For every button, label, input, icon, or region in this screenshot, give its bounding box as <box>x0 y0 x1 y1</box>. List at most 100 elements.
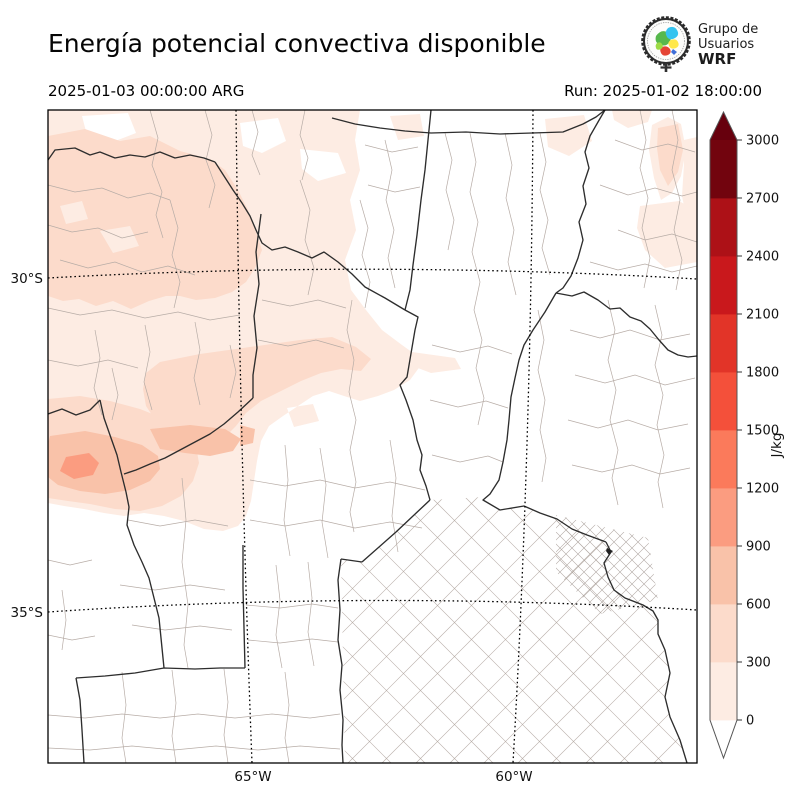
department-border <box>275 564 283 669</box>
cape-shaded-field <box>48 110 697 531</box>
province-border <box>555 291 697 358</box>
department-border <box>556 607 658 614</box>
colorbar-tick-label: 900 <box>746 540 771 555</box>
department-border <box>249 519 423 529</box>
department-border <box>556 515 658 581</box>
department-border <box>556 515 658 614</box>
department-border <box>299 110 309 181</box>
lon-label-65w: 65°W <box>234 769 271 785</box>
run-time-label: Run: 2025-01-02 18:00:00 <box>564 82 762 100</box>
province-border <box>75 677 85 763</box>
department-border <box>181 477 189 669</box>
department-border <box>389 439 399 553</box>
gridline-65w <box>235 110 253 763</box>
colorbar-segment <box>710 662 737 721</box>
colorbar-tick-label: 3000 <box>746 134 779 149</box>
department-border <box>283 444 291 557</box>
cape-contour-fill <box>150 425 241 456</box>
department-border <box>571 464 691 475</box>
province-border <box>603 541 688 763</box>
province-border <box>555 110 606 294</box>
department-border <box>341 497 687 763</box>
department-border <box>61 589 67 651</box>
department-border <box>556 599 658 614</box>
department-border <box>59 259 196 276</box>
department-border <box>127 519 229 527</box>
department-border <box>607 299 619 506</box>
province-border <box>75 667 245 679</box>
department-border <box>307 561 315 667</box>
department-border <box>429 399 509 409</box>
department-border <box>556 551 658 614</box>
department-border <box>204 110 216 209</box>
department-border <box>556 535 658 614</box>
province-border <box>337 558 344 763</box>
cape-contour-fill <box>410 352 461 373</box>
department-border <box>121 671 127 763</box>
department-border <box>556 515 658 614</box>
lat-lon-gridlines <box>48 110 697 763</box>
department-border <box>48 359 139 369</box>
department-border <box>556 571 658 614</box>
city-marker <box>606 548 613 555</box>
department-border <box>341 614 687 763</box>
department-border <box>556 515 658 557</box>
department-border <box>111 367 119 421</box>
cape-contour-fill <box>143 337 371 441</box>
logo-text: Grupo de Usuarios WRF <box>698 23 758 67</box>
department-border <box>556 563 658 614</box>
department-border <box>556 515 658 614</box>
department-border <box>384 139 396 289</box>
province-border <box>331 110 606 135</box>
department-border <box>341 497 687 733</box>
province-border <box>123 397 254 475</box>
page-title: Energía potencial convectiva disponible <box>48 29 546 58</box>
department-border <box>556 539 658 614</box>
colorbar-tick-label: 600 <box>746 598 771 613</box>
department-border <box>569 329 691 341</box>
gridline-60w <box>512 110 534 763</box>
department-border <box>556 527 658 614</box>
department-border <box>341 497 687 641</box>
department-border <box>247 638 339 644</box>
province-borders <box>48 110 697 763</box>
colorbar-segment <box>710 488 737 547</box>
department-border <box>251 110 261 176</box>
department-border <box>48 307 241 321</box>
department-border <box>261 299 347 309</box>
buenos-aires-department-mesh <box>341 497 687 763</box>
lat-label-30s: 30°S <box>11 271 44 287</box>
colorbar-tick-label: 2100 <box>746 308 779 323</box>
province-border <box>399 309 431 501</box>
department-border <box>319 447 329 559</box>
department-border <box>341 672 687 763</box>
department-border <box>341 546 687 763</box>
cape-contour-fill <box>60 453 99 479</box>
department-border <box>556 515 658 545</box>
department-border <box>143 324 153 411</box>
department-border <box>540 624 680 764</box>
colorbar-tick-label: 1500 <box>746 424 779 439</box>
department-border <box>364 144 419 153</box>
department-border <box>341 497 687 763</box>
department-border <box>341 502 687 763</box>
department-border <box>346 299 357 533</box>
department-border <box>574 374 696 386</box>
colorbar-segment <box>710 372 737 431</box>
department-border <box>341 604 687 763</box>
colorbar-segment <box>710 546 737 605</box>
department-borders <box>48 110 697 763</box>
department-border <box>245 603 339 609</box>
department-border <box>341 497 687 607</box>
department-border <box>556 515 658 569</box>
department-border <box>614 139 696 153</box>
department-border <box>341 512 687 763</box>
lon-label-60w: 60°W <box>495 769 532 785</box>
department-border <box>341 497 687 631</box>
department-border <box>341 497 687 763</box>
department-border <box>341 638 687 763</box>
province-border <box>48 399 101 416</box>
department-border <box>341 570 687 763</box>
colorbar-units-label: J/kg <box>769 433 785 459</box>
department-border <box>671 110 683 291</box>
